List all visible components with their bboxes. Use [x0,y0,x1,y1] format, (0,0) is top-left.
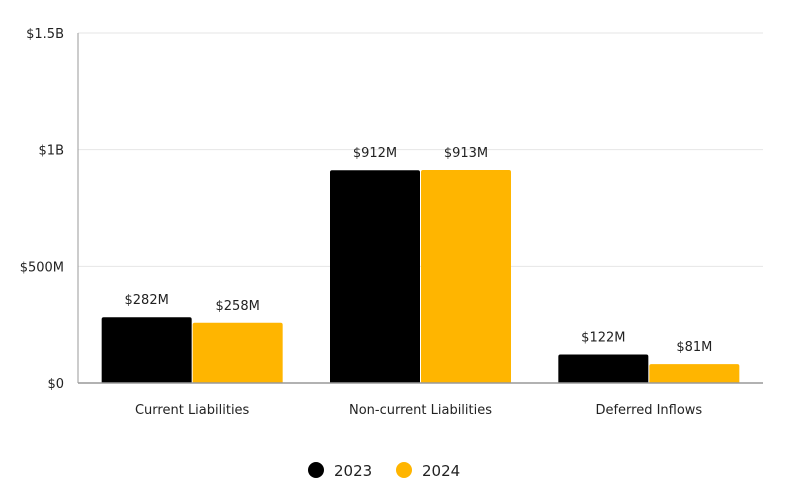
y-tick-label: $1.5B [26,27,64,42]
bar-2024 [649,364,740,383]
data-label: $258M [216,299,260,314]
legend-marker-2024 [396,462,412,478]
bar-2024 [192,322,283,383]
data-label: $81M [676,340,712,355]
data-label: $913M [444,146,488,161]
bar-2023 [330,170,420,383]
x-tick-label: Deferred Inflows [595,403,702,418]
y-tick-label: $0 [47,377,64,392]
legend-marker-2023 [308,462,324,478]
data-label: $122M [581,331,625,346]
legend-label: 2024 [422,462,460,480]
y-tick-label: $1B [39,144,64,159]
bar-2023 [558,354,649,383]
bar-2024 [421,169,511,383]
legend-label: 2023 [334,462,372,480]
y-tick-label: $500M [20,260,64,275]
data-label: $912M [353,146,397,161]
x-tick-label: Non-current Liabilities [349,403,492,418]
data-label: $282M [125,293,169,308]
bar-2023 [101,317,192,383]
x-tick-label: Current Liabilities [135,403,250,418]
